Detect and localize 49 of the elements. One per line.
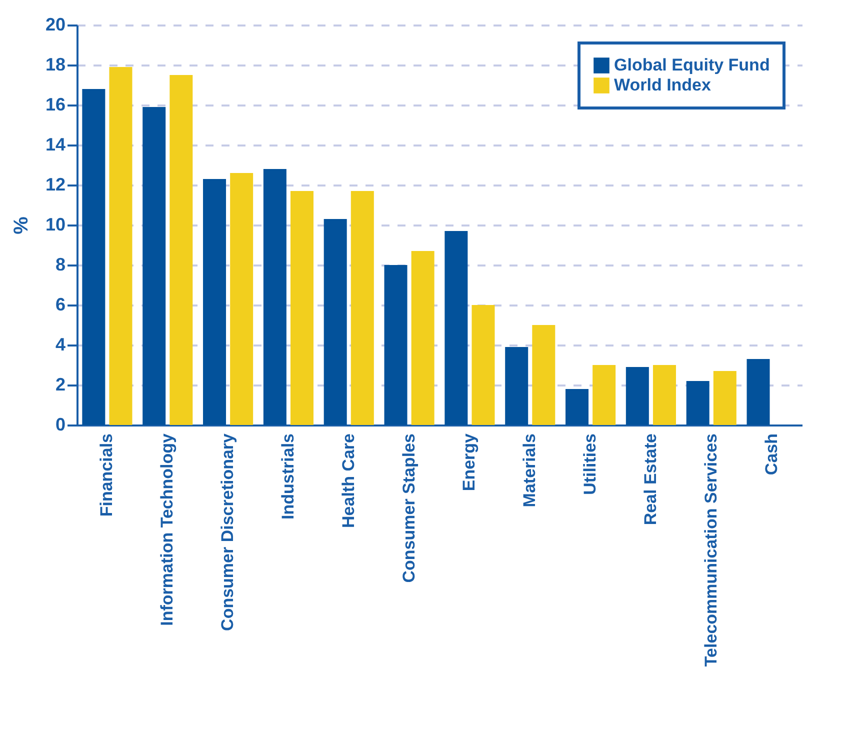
- bar: [290, 191, 314, 425]
- y-tick-label: 12: [45, 174, 66, 194]
- x-tick-label: Cash: [762, 434, 781, 476]
- y-tick-label: 20: [45, 14, 66, 34]
- y-tick-label: 0: [55, 414, 66, 434]
- y-tick-label: 18: [45, 54, 66, 74]
- bar: [263, 169, 286, 425]
- bar: [82, 89, 106, 425]
- bar: [592, 365, 616, 425]
- legend-label: World Index: [614, 76, 712, 94]
- x-tick-label: Materials: [520, 434, 540, 508]
- y-tick-label: 4: [55, 334, 66, 354]
- y-tick-label: 10: [45, 214, 66, 234]
- bar: [652, 365, 676, 425]
- bar: [142, 107, 166, 425]
- bar: [472, 305, 495, 425]
- bar: [686, 381, 710, 425]
- x-tick-label: Financials: [97, 434, 116, 517]
- x-tick-label: Utilities: [580, 434, 600, 495]
- bar: [203, 179, 226, 425]
- bar: [444, 231, 468, 425]
- y-tick-label: 6: [55, 294, 66, 314]
- bar: [324, 219, 347, 425]
- y-tick-label: 2: [55, 374, 66, 394]
- bar: [411, 251, 434, 425]
- y-tick-label: 8: [55, 254, 66, 274]
- bar: [532, 325, 556, 425]
- x-tick-label: Industrials: [278, 434, 298, 520]
- bar: [626, 367, 649, 425]
- bar: [505, 347, 528, 425]
- bar: [566, 389, 589, 425]
- bar: [384, 265, 408, 425]
- x-tick-label: Information Technology: [158, 432, 177, 626]
- y-tick-label: 14: [45, 134, 66, 154]
- bar: [170, 75, 193, 425]
- y-axis-title: %: [10, 216, 32, 234]
- x-tick-label: Energy: [460, 432, 479, 492]
- bar: [109, 67, 132, 425]
- legend-label: Global Equity Fund: [614, 56, 770, 74]
- y-tick-label: 16: [45, 94, 66, 114]
- bar: [350, 191, 374, 425]
- x-tick-label: Telecommunication Services: [701, 434, 720, 667]
- bar: [230, 173, 254, 425]
- bar: [746, 359, 770, 425]
- x-tick-label: Consumer Discretionary: [218, 432, 238, 631]
- x-tick-label: Health Care: [338, 434, 358, 528]
- x-tick-label: Real Estate: [640, 434, 660, 526]
- x-tick-label: Consumer Staples: [399, 434, 418, 583]
- bar: [713, 371, 736, 425]
